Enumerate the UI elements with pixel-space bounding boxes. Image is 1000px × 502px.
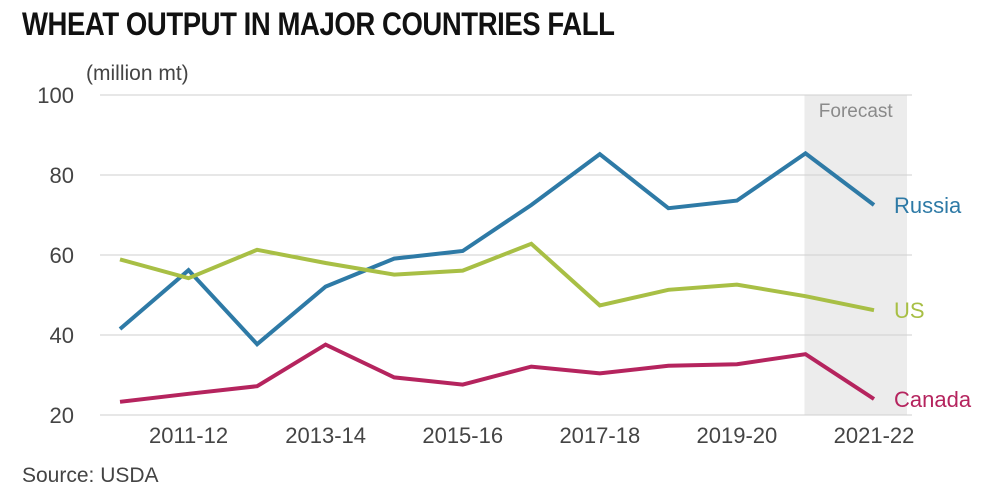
series-label-canada: Canada (894, 387, 972, 412)
y-tick-label: 80 (50, 163, 74, 188)
x-tick-label: 2017-18 (559, 423, 640, 448)
series-line-canada (119, 342, 876, 404)
x-tick-label: 2013-14 (285, 423, 366, 448)
y-tick-label: 60 (50, 243, 74, 268)
source-note: Source: USDA (22, 464, 159, 487)
series-labels: Russia US Canada (894, 193, 972, 412)
x-tick-label: 2021-22 (834, 423, 915, 448)
x-tick-label: 2019-20 (697, 423, 778, 448)
series-label-russia: Russia (894, 193, 962, 218)
y-axis-ticks: 20 40 60 80 100 (37, 83, 74, 428)
y-axis-unit-label: (million mt) (86, 62, 189, 85)
forecast-label: Forecast (819, 101, 894, 122)
series-line-russia (118, 150, 876, 347)
x-tick-label: 2015-16 (422, 423, 503, 448)
chart-title: WHEAT OUTPUT IN MAJOR COUNTRIES FALL (22, 6, 615, 42)
y-tick-label: 100 (37, 83, 74, 108)
y-tick-label: 40 (50, 323, 74, 348)
series-line-us (119, 241, 875, 313)
x-axis-ticks: 2011-12 2013-14 2015-16 2017-18 2019-20 2021-… (149, 423, 914, 448)
y-tick-label: 20 (50, 403, 74, 428)
series-layer (118, 150, 876, 404)
x-tick-label: 2011-12 (149, 423, 228, 448)
series-label-us: US (894, 298, 925, 323)
